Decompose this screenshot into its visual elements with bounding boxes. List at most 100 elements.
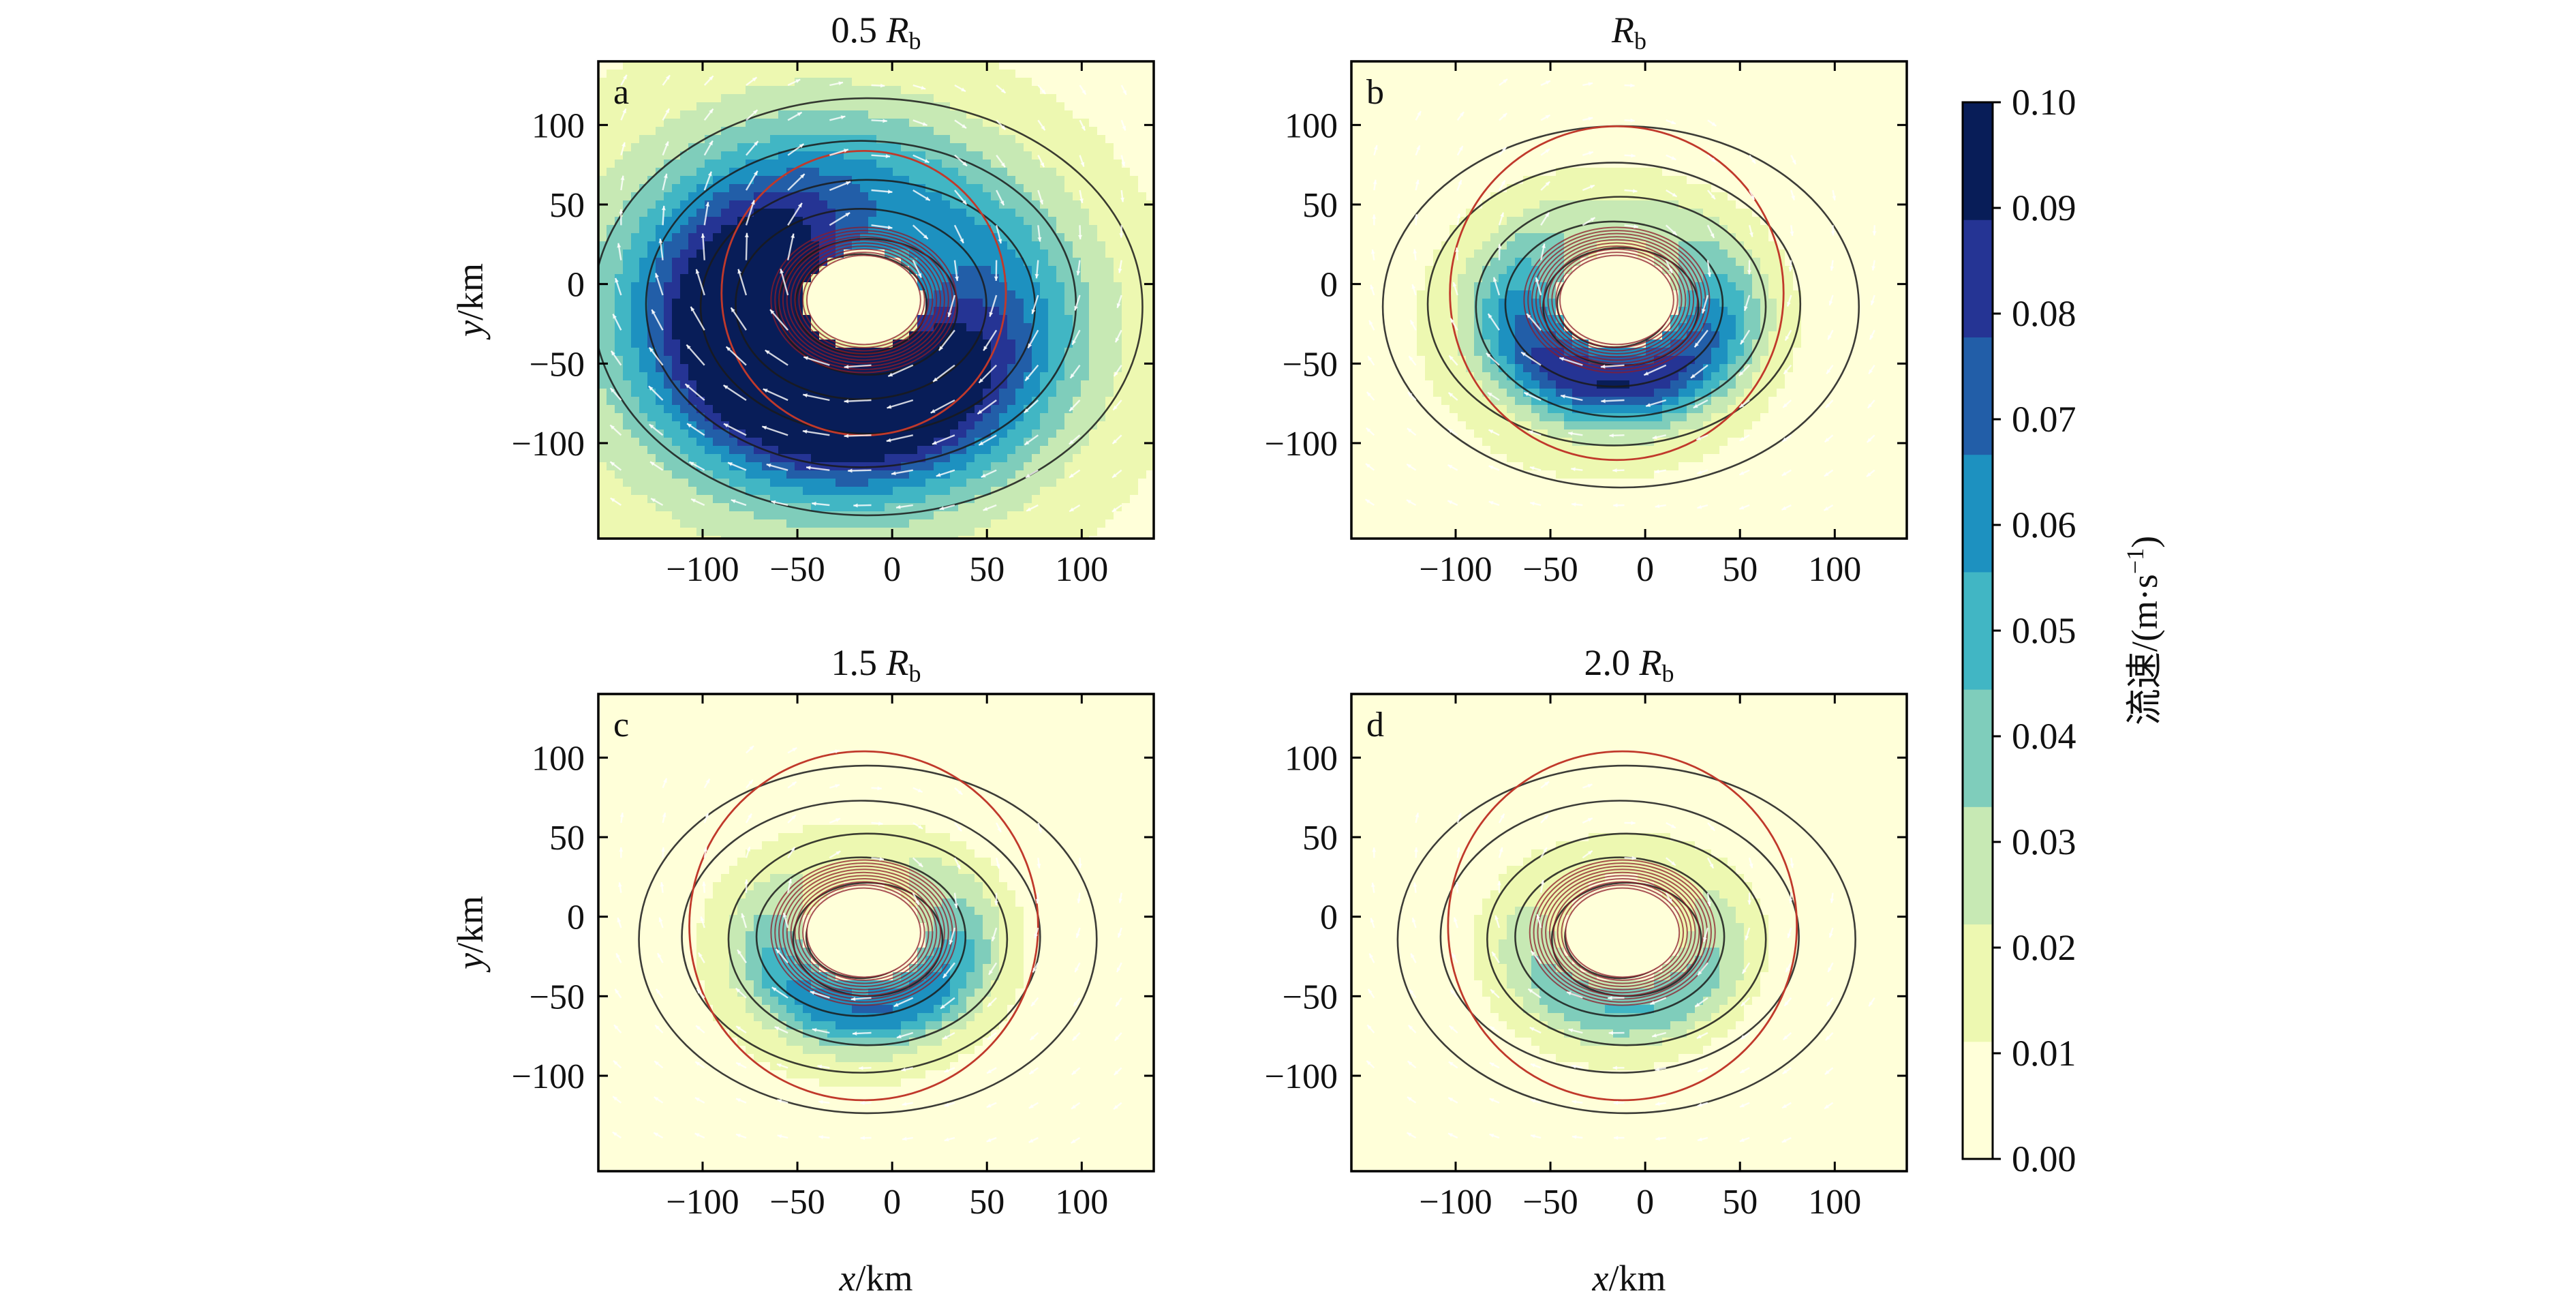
vector-arrowhead — [1587, 818, 1593, 822]
vector-arrow — [745, 232, 748, 260]
vector-arrowhead — [1072, 339, 1076, 345]
vector-arrowhead — [1540, 879, 1545, 885]
core-contour — [1527, 230, 1706, 370]
vector-arrowhead — [736, 1026, 741, 1031]
vector-arrowhead — [701, 233, 705, 238]
vector-arrowhead — [852, 1031, 857, 1036]
plot-area — [598, 61, 1154, 539]
colorbar-segment — [1963, 924, 1993, 1042]
vector-arrowhead — [1871, 265, 1876, 271]
speed-contour — [598, 97, 1144, 517]
vector-arrowhead — [1410, 320, 1415, 325]
speed-contour — [727, 832, 1009, 1046]
vector-arrowhead — [835, 784, 840, 788]
vector-arrowhead — [1500, 813, 1505, 819]
vector-arrowhead — [1490, 1026, 1495, 1031]
vector-arrowhead — [1407, 1061, 1413, 1066]
vector-arrowhead — [1407, 428, 1412, 433]
vector-arrowhead — [1411, 953, 1415, 959]
vector-arrowhead — [886, 438, 891, 442]
axis-ticks: −100 −50 0 50 100 100 50 0 −50 −100 — [1265, 694, 1907, 1222]
vector-arrow — [887, 364, 914, 378]
vector-arrowhead — [1112, 439, 1118, 444]
panel-label: c — [613, 706, 629, 744]
vector-arrowhead — [1415, 179, 1420, 185]
core-contour — [802, 252, 925, 348]
vector-arrowhead — [880, 83, 885, 88]
vector-arrow — [802, 429, 830, 436]
vector-arrowhead — [1612, 1066, 1617, 1070]
vector-arrowhead — [1372, 214, 1377, 219]
vector-arrowhead — [1411, 284, 1416, 289]
vector-arrowhead — [1114, 1036, 1120, 1041]
vector-arrowhead — [1655, 1136, 1660, 1141]
vector-arrowhead — [1029, 1070, 1034, 1074]
vector-arrowhead — [1739, 1103, 1745, 1108]
vector-arrowhead — [838, 81, 844, 86]
vector-arrowhead — [812, 501, 816, 506]
vector-arrowhead — [1747, 270, 1751, 275]
vector-arrowhead — [1373, 145, 1378, 150]
colorbar-segment — [1963, 689, 1993, 807]
x-tick-label: 0 — [1636, 550, 1654, 589]
axes-frame — [597, 693, 1155, 1173]
vector-arrowhead — [694, 1133, 700, 1137]
vector-arrowhead — [1545, 212, 1550, 217]
vector-arrowhead — [702, 881, 707, 886]
vector-arrow — [886, 434, 914, 442]
colorbar-segment — [1963, 220, 1993, 337]
vector-arrowhead — [998, 239, 1002, 244]
vector-arrowhead — [1672, 192, 1677, 197]
vector-arrowhead — [1499, 847, 1503, 852]
vector-arrowhead — [694, 1098, 700, 1102]
x-tick-label: 50 — [969, 550, 1005, 589]
vector-arrowhead — [1038, 828, 1042, 833]
vector-arrowhead — [1571, 1064, 1576, 1069]
vector-arrowhead — [1788, 899, 1793, 903]
vector-arrowhead — [1697, 1102, 1702, 1107]
vector-arrowhead — [610, 462, 615, 466]
vector-arrowhead — [1000, 125, 1006, 130]
panel-label: b — [1366, 73, 1384, 112]
y-tick-label: 0 — [567, 266, 585, 305]
vector-arrowhead — [1828, 301, 1833, 305]
vector-arrowhead — [1070, 373, 1075, 378]
vector-arrowhead — [1791, 195, 1795, 200]
vector-arrowhead — [1536, 914, 1541, 920]
vector-arrowhead — [686, 344, 691, 350]
vector-arrowhead — [957, 790, 963, 795]
vector-arrowhead — [1589, 185, 1595, 190]
vector-arrowhead — [1081, 125, 1086, 131]
vector-arrowhead — [1869, 335, 1874, 340]
vector-arrow — [803, 356, 830, 366]
vector-arrowhead — [1567, 991, 1572, 996]
vector-arrowhead — [853, 503, 858, 508]
vector-arrowhead — [617, 918, 622, 923]
vector-arrowhead — [883, 119, 887, 123]
vector-arrowhead — [1828, 967, 1833, 972]
vector-arrowhead — [1630, 118, 1635, 123]
eddy-core — [806, 255, 921, 345]
vector-arrowhead — [885, 154, 891, 159]
vector-arrowhead — [1702, 308, 1706, 314]
vector-arrowhead — [1502, 112, 1507, 118]
vector-arrowhead — [835, 749, 840, 754]
vector-arrowhead — [1076, 271, 1081, 275]
vector-arrowhead — [1501, 180, 1505, 185]
vector-arrowhead — [994, 901, 998, 906]
vector-arrowhead — [752, 77, 757, 82]
vector-arrowhead — [1634, 224, 1638, 229]
vector-arrow — [844, 434, 872, 437]
vector-arrowhead — [1747, 900, 1752, 905]
vector-arrowhead — [690, 306, 695, 312]
vector-arrowhead — [1587, 783, 1593, 788]
vector-arrowhead — [1824, 438, 1830, 442]
vector-arrow — [765, 349, 788, 366]
vector-arrow — [686, 344, 705, 366]
vector-arrowhead — [1119, 233, 1124, 238]
vector-arrowhead — [1588, 151, 1593, 155]
panel-title: 2.0 Rb — [1584, 642, 1674, 687]
vector-arrowhead — [663, 173, 668, 179]
vector-arrowhead — [1655, 1102, 1660, 1106]
vector-arrowhead — [616, 953, 620, 959]
